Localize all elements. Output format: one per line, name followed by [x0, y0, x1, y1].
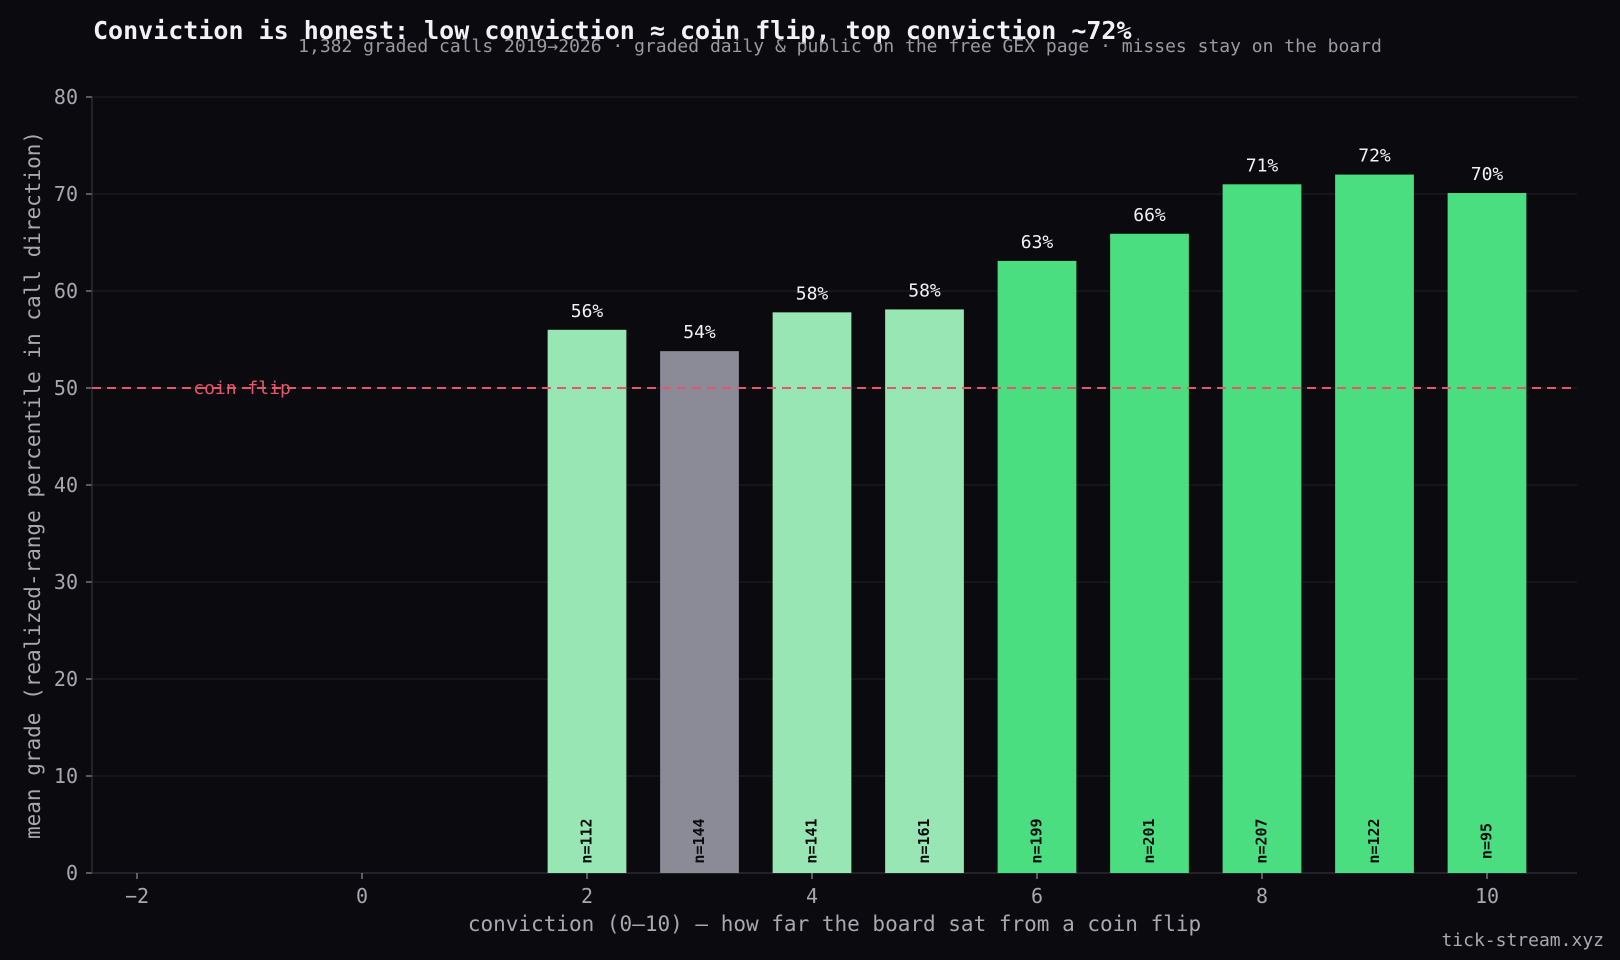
- bar: [660, 351, 739, 873]
- y-tick-label: 80: [54, 85, 78, 109]
- bar-value-label: 58%: [908, 280, 941, 301]
- bar-value-label: 56%: [571, 301, 604, 322]
- bar-value-label: 66%: [1133, 205, 1166, 226]
- bar-n-label: n=95: [1478, 823, 1496, 859]
- y-tick-label: 70: [54, 182, 78, 206]
- bar-n-label: n=112: [578, 818, 596, 863]
- y-tick-label: 10: [54, 764, 78, 788]
- x-tick-label: 0: [356, 884, 368, 908]
- bar-n-label: n=201: [1140, 818, 1158, 863]
- bar-value-label: 72%: [1358, 146, 1391, 167]
- chart-title: Conviction is honest: low conviction ≈ c…: [93, 16, 1132, 45]
- y-tick-label: 50: [54, 376, 78, 400]
- bar: [997, 260, 1077, 873]
- bar: [772, 312, 852, 874]
- bar-n-label: n=144: [690, 818, 708, 863]
- y-tick-label: 30: [54, 570, 78, 594]
- bar: [1447, 193, 1527, 873]
- bar-value-label: 70%: [1471, 164, 1504, 185]
- x-tick-label: 4: [806, 884, 818, 908]
- x-tick-label: 10: [1475, 884, 1499, 908]
- y-tick-label: 40: [54, 473, 78, 497]
- x-tick-label: 8: [1256, 884, 1268, 908]
- y-tick-label: 60: [54, 279, 78, 303]
- bar: [1222, 184, 1302, 874]
- x-axis-label: conviction (0–10) — how far the board sa…: [468, 912, 1201, 936]
- coin-flip-label: coin flip: [193, 378, 291, 399]
- bar-value-label: 58%: [796, 283, 829, 304]
- bar-n-label: n=122: [1365, 818, 1383, 863]
- bar-n-label: n=161: [915, 818, 933, 863]
- bar: [1335, 174, 1414, 874]
- bar-value-label: 54%: [683, 322, 716, 343]
- watermark: tick-stream.xyz: [1441, 930, 1604, 951]
- x-tick-label: 2: [581, 884, 593, 908]
- x-tick-label: 6: [1031, 884, 1043, 908]
- bar-n-label: n=207: [1253, 818, 1271, 863]
- bar-value-label: 63%: [1021, 232, 1054, 253]
- bar: [547, 329, 627, 873]
- bar: [1110, 233, 1189, 873]
- bar-n-label: n=199: [1028, 818, 1046, 863]
- x-tick-label: −2: [125, 884, 149, 908]
- chart-subtitle: 1,382 graded calls 2019→2026 · graded da…: [298, 36, 1382, 57]
- bar-n-label: n=141: [803, 818, 821, 863]
- y-axis-label: mean grade (realized-range percentile in…: [21, 131, 45, 839]
- bar: [885, 309, 964, 873]
- bar-value-label: 71%: [1246, 155, 1279, 176]
- y-tick-label: 20: [54, 667, 78, 691]
- y-tick-label: 0: [66, 861, 78, 885]
